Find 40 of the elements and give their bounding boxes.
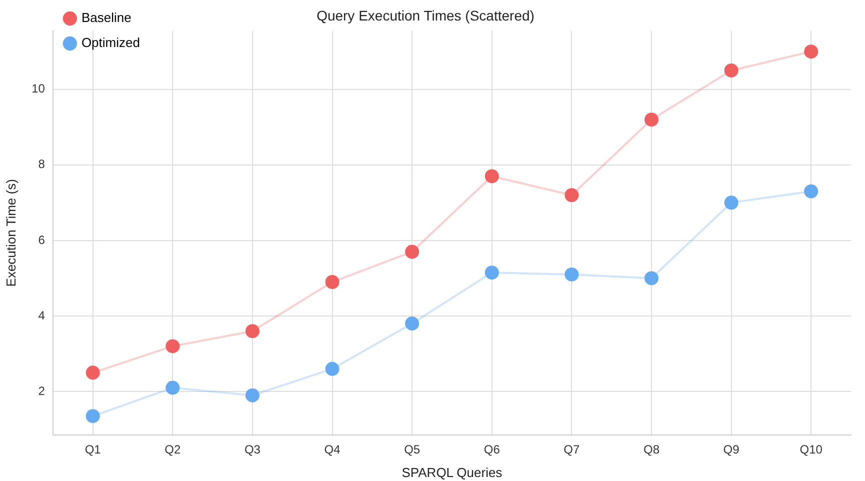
point — [166, 380, 180, 395]
legend-label: Optimized — [81, 35, 140, 50]
x-tick-label: Q1 — [84, 442, 102, 457]
x-tick-label: Q3 — [244, 442, 261, 457]
point — [325, 275, 340, 290]
chart-title: Query Execution Times (Scattered) — [316, 7, 534, 24]
x-tick-label: Q6 — [484, 442, 500, 457]
point — [564, 267, 579, 282]
x-tick-label: Q5 — [404, 442, 420, 457]
point — [644, 271, 658, 286]
point — [804, 184, 818, 198]
x-tick-label: Q4 — [324, 442, 341, 457]
point — [86, 366, 100, 380]
x-tick-label: Q10 — [800, 442, 823, 457]
y-tick-label: 6 — [38, 232, 46, 247]
y-tick-label: 4 — [38, 308, 46, 322]
point — [86, 409, 100, 424]
point — [724, 63, 738, 78]
point — [325, 362, 340, 376]
y-axis-title: Execution Time (s) — [3, 179, 18, 287]
point — [724, 196, 738, 210]
point — [245, 324, 260, 338]
y-tick-label: 2 — [38, 384, 46, 398]
x-tick-label: Q9 — [723, 442, 740, 457]
x-tick-label: Q8 — [643, 442, 660, 457]
x-tick-label: Q2 — [164, 442, 181, 457]
legend-label: Baseline — [81, 10, 132, 26]
point — [644, 112, 658, 127]
x-axis-title: SPARQL Queries — [402, 464, 503, 480]
point — [405, 316, 420, 331]
x-tick-label: Q7 — [564, 442, 580, 457]
point — [804, 44, 818, 59]
point — [484, 169, 499, 184]
point — [166, 339, 180, 354]
point — [484, 266, 499, 280]
y-tick-label: 10 — [32, 82, 46, 96]
point — [405, 244, 420, 259]
y-tick-label: 8 — [38, 157, 46, 172]
point — [564, 188, 579, 202]
point — [245, 388, 260, 402]
